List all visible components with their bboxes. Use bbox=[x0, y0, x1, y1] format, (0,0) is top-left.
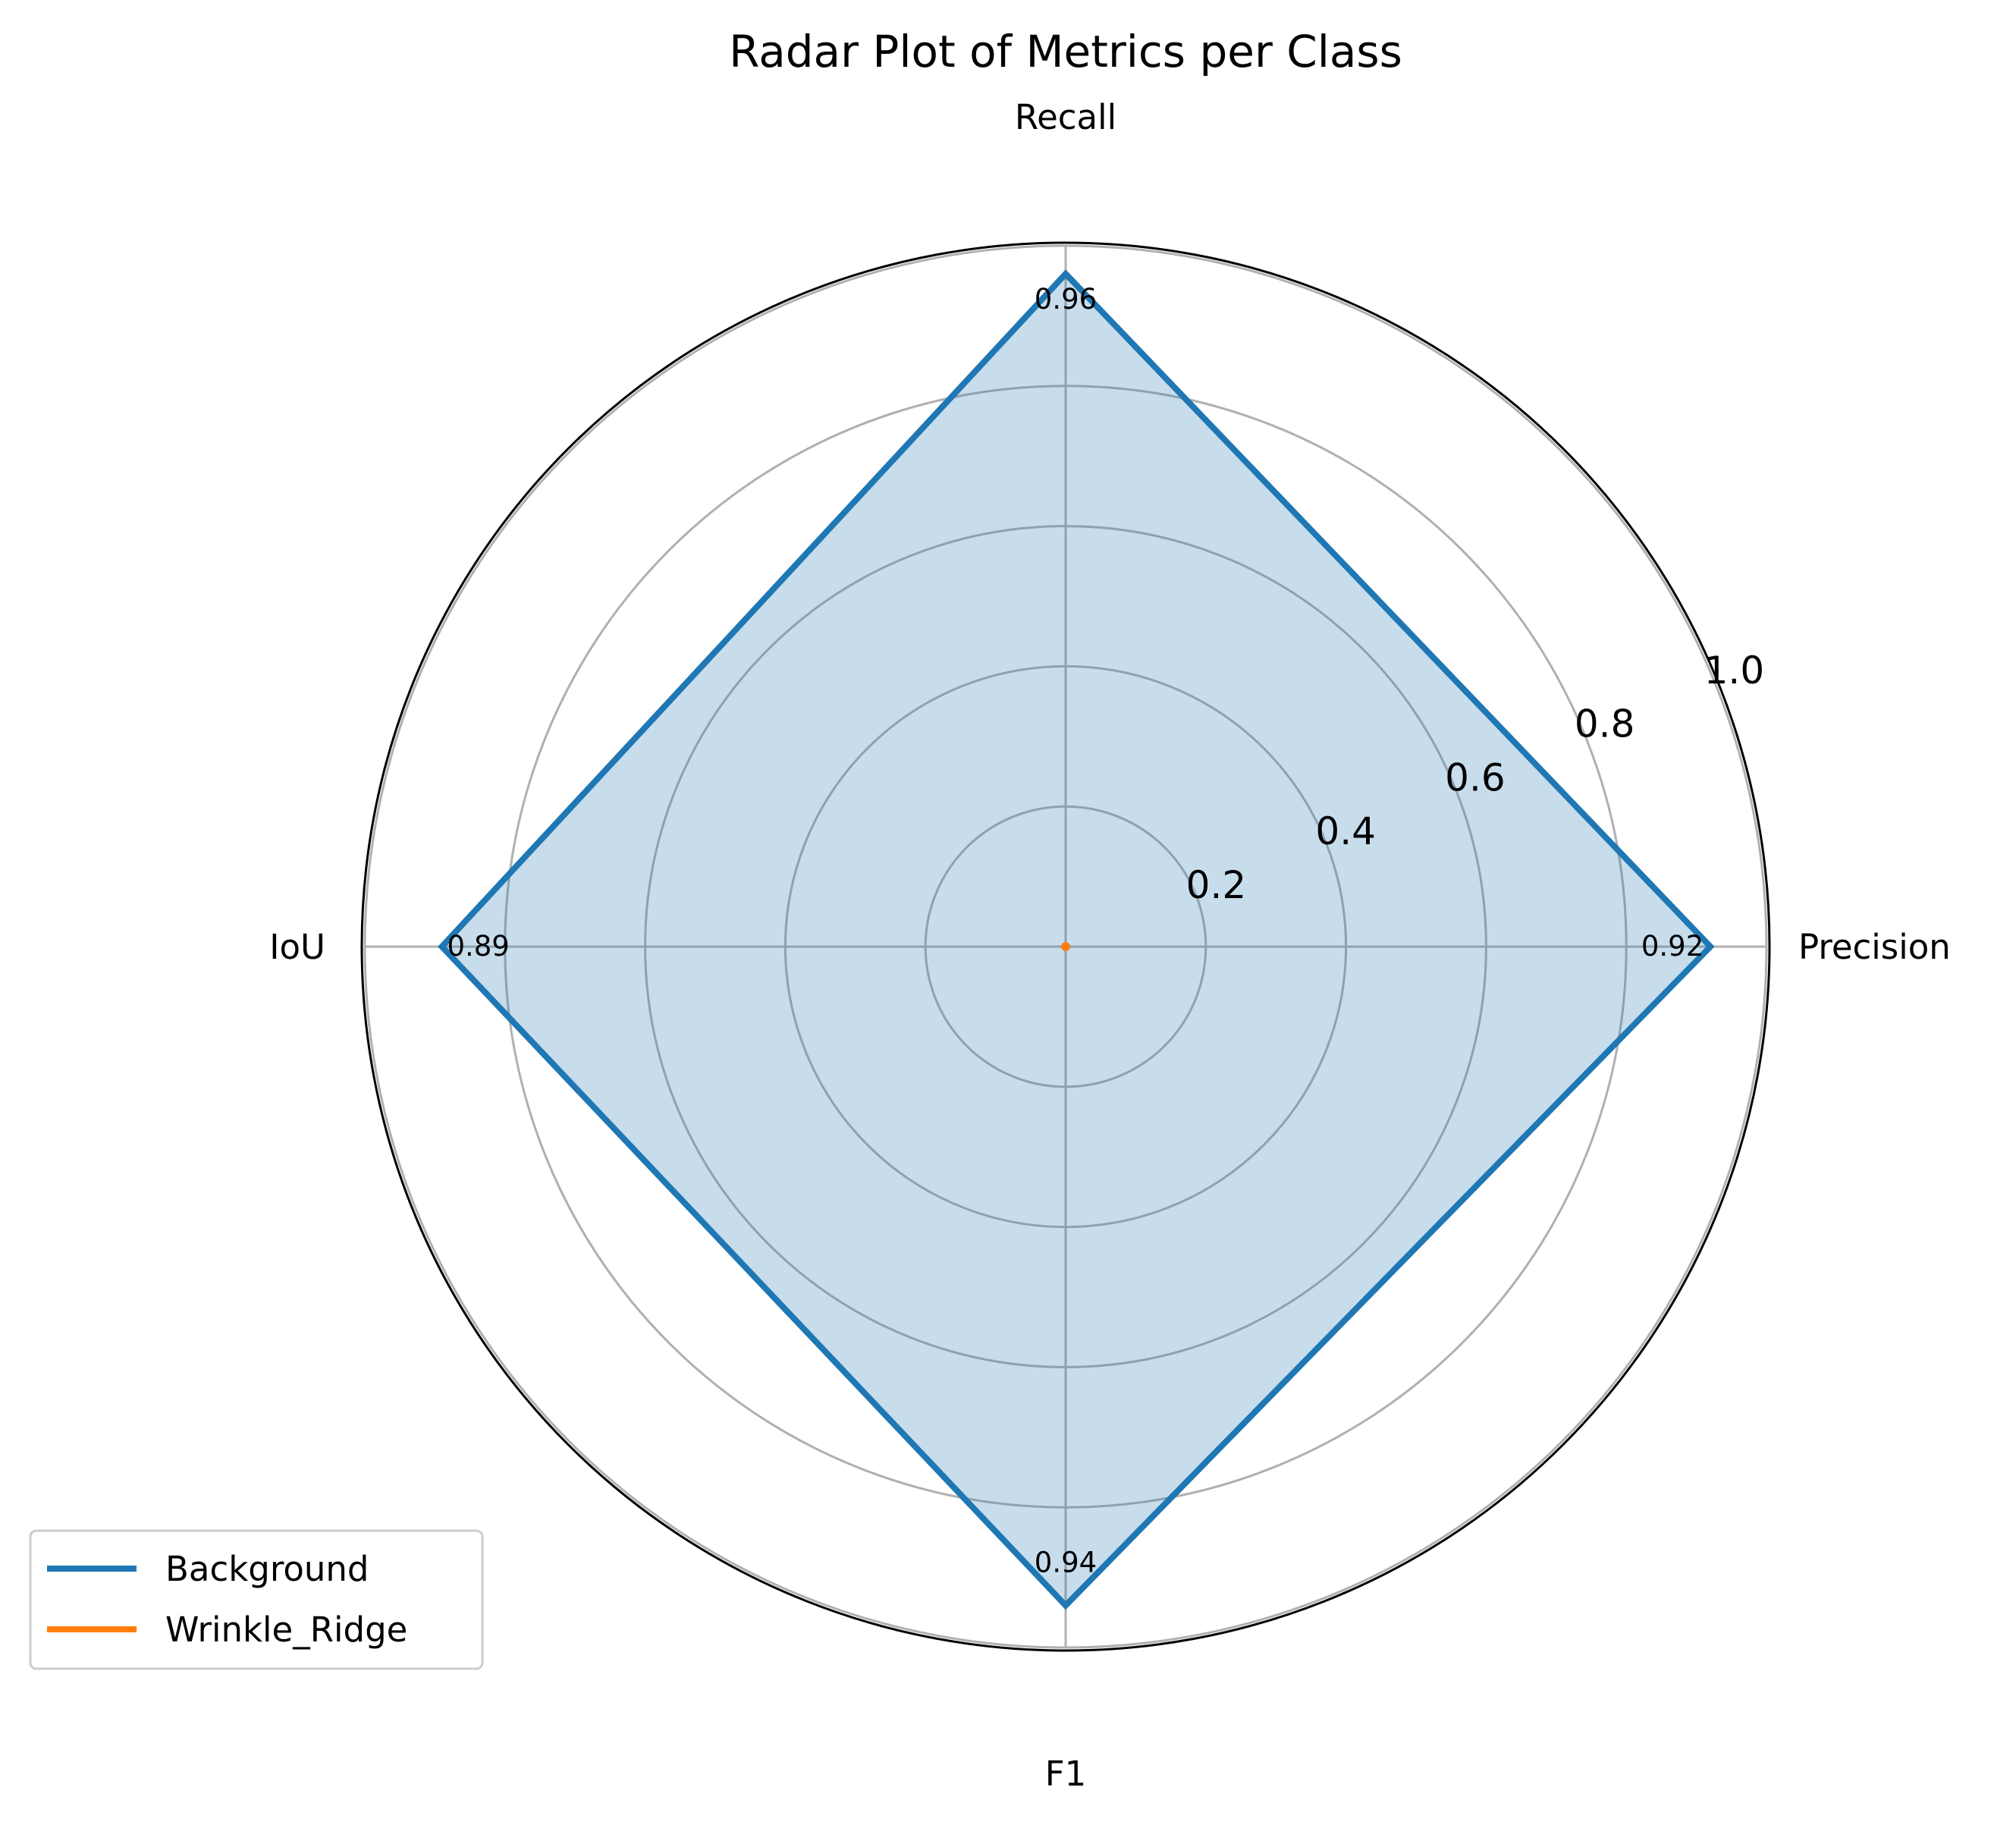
legend-entry-label: Wrinkle_Ridge bbox=[165, 1610, 407, 1650]
series-line-background bbox=[438, 269, 1715, 1610]
radial-tick-label: 0.4 bbox=[1315, 809, 1376, 853]
data-label: 0.92 bbox=[1641, 930, 1704, 963]
series-marker-wrinkle-ridge bbox=[1061, 942, 1070, 951]
radial-tick-label: 1.0 bbox=[1704, 649, 1765, 693]
series-fill-background bbox=[441, 274, 1711, 1606]
radial-tick-label: 0.6 bbox=[1445, 755, 1506, 799]
axis-label-iou: IoU bbox=[269, 927, 325, 967]
chart-title: Radar Plot of Metrics per Class bbox=[729, 26, 1402, 77]
axis-label-f1: F1 bbox=[1045, 1754, 1087, 1794]
series-layer bbox=[438, 269, 1715, 1610]
radial-grid bbox=[360, 241, 1771, 1652]
label-layer: 0.2 0.4 0.6 0.8 1.0 Precision Recall IoU F1 0.92 0… bbox=[269, 97, 1951, 1794]
data-label: 0.96 bbox=[1035, 283, 1097, 316]
data-label: 0.89 bbox=[447, 930, 509, 963]
polar-frame bbox=[360, 241, 1771, 1652]
data-label: 0.94 bbox=[1035, 1547, 1097, 1579]
legend-box bbox=[29, 1529, 484, 1670]
radial-tick-label: 0.8 bbox=[1575, 702, 1635, 746]
legend-entry-label: Background bbox=[165, 1549, 369, 1589]
axis-label-recall: Recall bbox=[1015, 97, 1116, 137]
radial-tick-label: 0.2 bbox=[1186, 863, 1247, 907]
legend: Background Wrinkle_Ridge bbox=[29, 1529, 484, 1670]
axis-label-precision: Precision bbox=[1798, 927, 1951, 967]
